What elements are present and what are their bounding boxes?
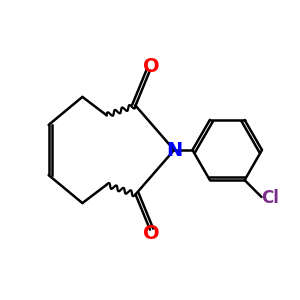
Text: O: O: [143, 224, 159, 243]
Text: Cl: Cl: [261, 189, 279, 207]
Text: O: O: [143, 57, 159, 76]
Text: N: N: [166, 140, 182, 160]
